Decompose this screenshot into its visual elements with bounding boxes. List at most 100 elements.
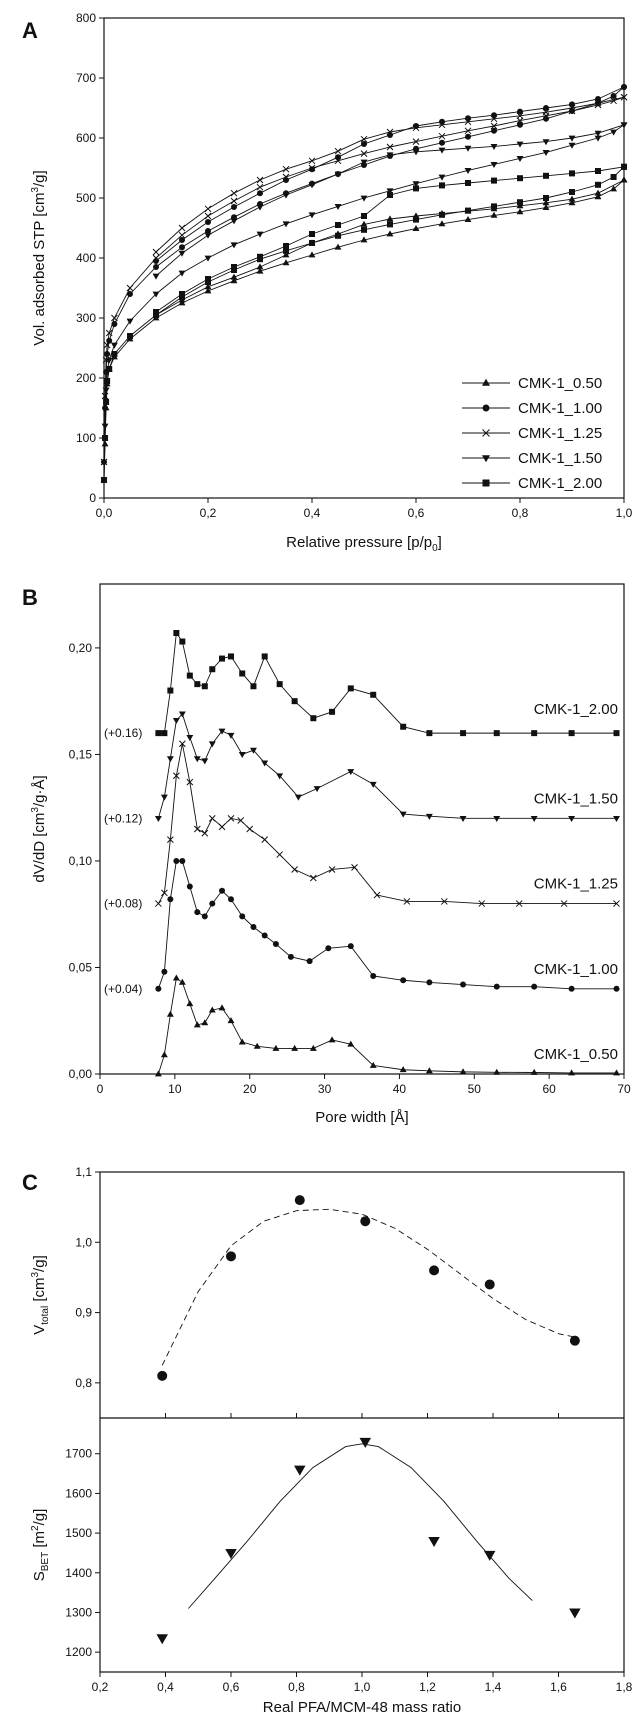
panel-a-data-point: [204, 255, 212, 262]
panel-b-series-name: CMK-1_1.50: [534, 790, 618, 807]
panel-a-data-point: [491, 127, 497, 134]
panel-b-data-point: [347, 943, 354, 950]
panel-b-data-point: [208, 741, 216, 748]
panel-b-data-point: [272, 941, 279, 948]
panel-b-data-point: [201, 829, 209, 837]
panel-b-xtick-label: 0: [97, 1082, 104, 1096]
panel-a-data-point: [490, 162, 498, 168]
panel-b-data-point: [201, 758, 209, 765]
panel-c-top-y-axis-label: Vtotal [cm3/g]: [30, 1255, 51, 1335]
panel-a-data-point: [102, 387, 110, 394]
panel-a-data-point: [465, 180, 471, 186]
panel-a-data-point: [594, 130, 602, 137]
panel-a-data-point: [568, 107, 576, 115]
panel-a-data-point: [542, 204, 550, 210]
panel-b-data-point: [250, 924, 257, 930]
panel-b-series-cmk-1-0-50: [154, 974, 620, 1077]
panel-a-data-point: [282, 173, 290, 181]
panel-a-ytick-label: 400: [76, 251, 96, 265]
panel-b-data-point: [347, 769, 355, 776]
panel-c-xtick-label: 0,2: [92, 1680, 109, 1694]
panel-a-data-point: [517, 199, 523, 206]
panel-a-data-point: [386, 188, 394, 195]
panel-c-top-data-point: [157, 1370, 168, 1381]
panel-a-data-point: [490, 144, 498, 150]
panel-b-data-point: [193, 825, 201, 833]
panel-a-data-point: [103, 341, 111, 349]
panel-a-data-point: [517, 175, 523, 182]
panel-a-data-point: [568, 199, 576, 206]
panel-b-data-point: [261, 760, 269, 767]
panel-a-data-point: [439, 118, 445, 125]
panel-a-data-point: [610, 97, 617, 105]
panel-a-ytick-label: 500: [76, 191, 96, 205]
panel-b-data-point: [459, 1068, 467, 1075]
panel-a-data-point: [103, 399, 110, 405]
panel-a-data-point: [334, 147, 342, 155]
panel-b-data-point: [531, 730, 538, 737]
panel-a-data-point: [309, 240, 315, 246]
panel-a-data-point: [111, 314, 118, 322]
panel-a-data-point: [491, 203, 497, 210]
panel-b-data-point: [186, 1000, 194, 1007]
panel-a-data-point: [105, 357, 113, 364]
panel-a-data-point: [360, 150, 368, 157]
panel-a-data-point: [464, 145, 472, 152]
panel-a-data-point: [230, 273, 238, 280]
panel-b-data-point: [238, 1038, 246, 1045]
panel-a-data-point: [178, 270, 186, 277]
panel-b-offset-label: (+0.16): [104, 726, 142, 740]
panel-a-data-point: [126, 284, 134, 292]
panel-a-data-point: [153, 264, 159, 270]
panel-a-xtick-label: 1,0: [616, 506, 633, 520]
panel-b-offset-label: (+0.12): [104, 811, 142, 825]
panel-a-data-point: [413, 185, 419, 192]
panel-a-series-cmk-1-1-50: [100, 122, 628, 484]
panel-a-data-point: [152, 291, 160, 298]
panel-b-data-point: [459, 815, 467, 822]
panel-a-data-point: [152, 254, 160, 262]
panel-b-data-point: [201, 1019, 209, 1026]
panel-b-y-axis-label: dV/dD [cm3/g·Å]: [30, 775, 48, 882]
panel-c-xtick-label: 1,8: [616, 1680, 633, 1694]
panel-a-series-cmk-1-1-25: [100, 93, 628, 466]
panel-b-data-point: [227, 814, 235, 822]
panel-b-data-point: [218, 823, 226, 831]
panel-a-data-point: [517, 108, 523, 115]
panel-c-top-data-point: [484, 1279, 495, 1290]
panel-a-data-point: [464, 118, 472, 126]
panel-b-series: [154, 630, 620, 1077]
panel-c-bottom-data-point: [483, 1550, 496, 1561]
panel-a-data-point: [386, 143, 394, 151]
panel-a-data-point: [465, 207, 471, 214]
panel-b-data-point: [568, 1069, 576, 1076]
panel-c-xtick-label: 1,4: [485, 1680, 502, 1694]
panel-b-offset-label: (+0.04): [104, 982, 142, 996]
panel-a-ytick-label: 200: [76, 371, 96, 385]
panel-b-data-point: [613, 1069, 620, 1076]
panel-c-top-data-point: [360, 1216, 371, 1227]
panel-c-xtick-label: 1,2: [419, 1680, 436, 1694]
panel-b-data-point: [613, 985, 620, 992]
panel-a-data-point: [568, 142, 576, 149]
panel-b-data-point: [179, 857, 186, 864]
panel-c-bottom-ytick-label: 1700: [65, 1447, 92, 1461]
panel-a-data-point: [205, 276, 211, 282]
panel-a-series-cmk-1-2-00: [101, 163, 627, 483]
panel-a-data-point: [110, 342, 118, 349]
panel-a-data-point: [153, 309, 159, 315]
panel-b-data-point: [309, 1044, 317, 1051]
panel-b-data-point: [237, 817, 245, 824]
panel-a-data-point: [111, 351, 118, 357]
panel-b-xtick-label: 40: [393, 1082, 407, 1096]
panel-label-a: A: [22, 18, 38, 43]
panel-a-data-point: [542, 108, 550, 116]
panel-b-data-point: [172, 717, 180, 724]
panel-a-y-axis-label: Vol. adsorbed STP [cm3/g]: [30, 170, 48, 345]
panel-a-data-point: [101, 392, 109, 400]
panel-a-data-point: [464, 168, 472, 174]
panel-b-data-point: [460, 981, 467, 988]
panel-a-desorption-line: [155, 179, 625, 316]
panel-b-data-point: [613, 900, 620, 907]
panel-a-data-point: [230, 189, 238, 197]
